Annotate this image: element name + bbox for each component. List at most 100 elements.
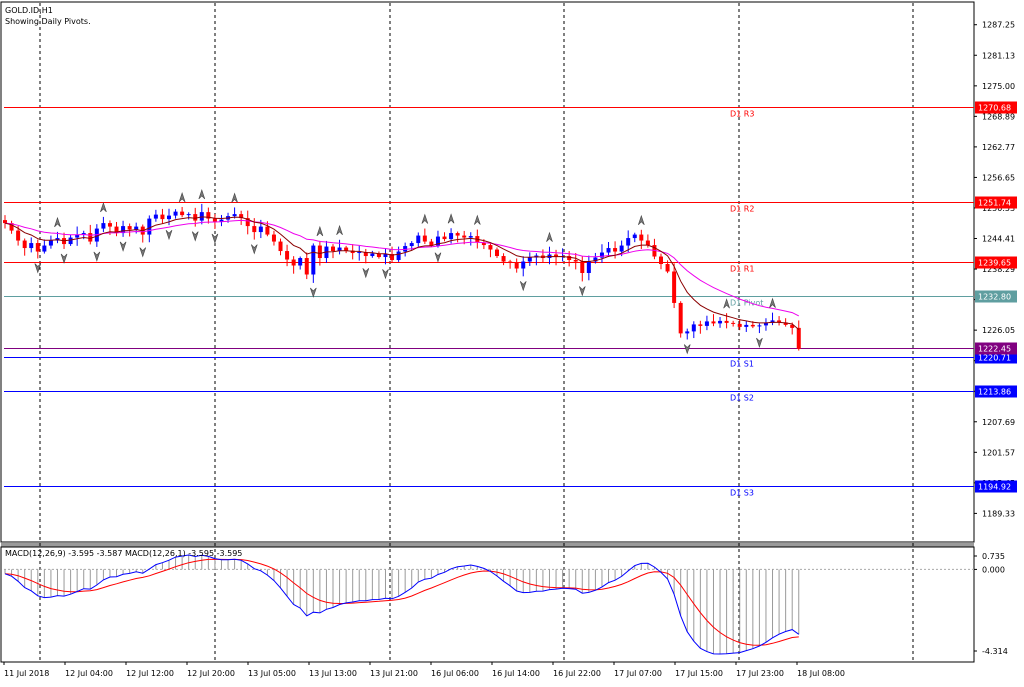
pivot-line-label: D1 R3 bbox=[730, 110, 754, 119]
candle-body bbox=[645, 240, 650, 246]
candle-body bbox=[160, 214, 165, 220]
candle-body bbox=[271, 234, 276, 242]
pivot-price-tag-label: 1232.80 bbox=[978, 293, 1011, 302]
price-tick-label: 1268.89 bbox=[982, 112, 1015, 121]
candle-body bbox=[298, 258, 303, 266]
fractal-down-marker bbox=[310, 287, 317, 298]
fractal-markers bbox=[34, 188, 776, 355]
candle-body bbox=[462, 235, 467, 238]
candle-body bbox=[435, 236, 440, 246]
pivot-price-tag-label: 1194.92 bbox=[978, 483, 1011, 492]
candle-body bbox=[219, 219, 224, 222]
fractal-down-marker bbox=[139, 247, 147, 258]
pivot-price-tag bbox=[975, 196, 1017, 209]
pivot-line-label: D1 Pivot bbox=[730, 299, 763, 308]
candle-body bbox=[757, 325, 762, 327]
candle-body bbox=[9, 223, 14, 231]
pivot-subtitle: Showing Daily Pivots. bbox=[5, 17, 91, 26]
candle-body bbox=[442, 236, 447, 240]
candle-body bbox=[514, 263, 519, 269]
macd-axis-label: 0.735 bbox=[982, 552, 1005, 561]
macd-signal-line bbox=[4, 558, 799, 646]
candle-body bbox=[586, 261, 591, 273]
time-label: 18 Jul 08:00 bbox=[797, 669, 845, 678]
candle-body bbox=[606, 248, 611, 253]
time-label: 16 Jul 14:00 bbox=[492, 669, 540, 678]
candle-body bbox=[390, 254, 395, 261]
pivot-price-tag-label: 1251.74 bbox=[978, 199, 1011, 208]
candle-body bbox=[796, 327, 801, 349]
fractal-up-marker bbox=[178, 192, 186, 203]
candle-body bbox=[691, 324, 696, 332]
candle-body bbox=[763, 322, 768, 326]
price-tick-label: 1238.29 bbox=[982, 265, 1015, 274]
candle-body bbox=[3, 220, 7, 224]
candle-body bbox=[127, 226, 132, 230]
time-label: 16 Jul 22:00 bbox=[553, 669, 601, 678]
candle-body bbox=[403, 246, 408, 252]
time-label: 13 Jul 05:00 bbox=[248, 669, 296, 678]
fractal-down-marker bbox=[191, 231, 199, 242]
candle-body bbox=[252, 226, 257, 233]
candle-body bbox=[619, 245, 624, 252]
candle-body bbox=[363, 252, 368, 257]
candle-body bbox=[672, 271, 677, 303]
fractal-down-marker bbox=[34, 263, 42, 274]
candle-body bbox=[455, 233, 460, 236]
candle-body bbox=[665, 264, 670, 272]
fractal-down-marker bbox=[382, 269, 389, 280]
pivot-price-tag-label: 1270.68 bbox=[978, 104, 1011, 113]
fractal-up-marker bbox=[54, 216, 61, 228]
fractal-down-marker bbox=[250, 244, 258, 255]
candle-body bbox=[383, 254, 388, 258]
fractal-down-marker bbox=[165, 229, 173, 241]
macd-label: MACD(12,26,9) -3.595 -3.587 MACD(12,26,1… bbox=[5, 549, 242, 558]
fractal-down-marker bbox=[60, 253, 68, 264]
candle-body bbox=[186, 214, 191, 216]
candlestick-series bbox=[3, 203, 801, 351]
price-tick-label: 1281.13 bbox=[982, 51, 1015, 60]
candle-body bbox=[501, 256, 506, 262]
fractal-down-marker bbox=[434, 252, 442, 263]
candle-body bbox=[285, 251, 290, 260]
macd-main-line bbox=[4, 554, 800, 655]
candle-body bbox=[481, 242, 486, 246]
candle-body bbox=[265, 226, 270, 235]
candle-body bbox=[68, 237, 73, 245]
macd-window-frame bbox=[0, 546, 975, 663]
pivot-price-tag bbox=[975, 385, 1017, 398]
fractal-up-marker bbox=[723, 298, 730, 309]
candle-body bbox=[718, 320, 723, 324]
candle-body bbox=[232, 214, 237, 217]
fractal-up-marker bbox=[769, 297, 776, 308]
candle-body bbox=[193, 214, 198, 221]
fractal-up-marker bbox=[336, 224, 343, 236]
pivot-line-label: D1 S2 bbox=[730, 394, 754, 403]
symbol-label: GOLD.ID,H1 bbox=[5, 6, 53, 15]
time-label: 17 Jul 07:00 bbox=[614, 669, 662, 678]
slow-moving-average-line bbox=[4, 219, 800, 317]
candle-body bbox=[29, 243, 34, 249]
price-tick-label: 1256.65 bbox=[982, 173, 1015, 182]
fractal-up-marker bbox=[231, 192, 238, 203]
time-label: 17 Jul 15:00 bbox=[675, 669, 723, 678]
candle-body bbox=[16, 230, 21, 241]
fractal-up-marker bbox=[100, 201, 107, 213]
fractal-up-marker bbox=[447, 213, 455, 224]
candle-body bbox=[593, 257, 598, 262]
time-label: 13 Jul 13:00 bbox=[309, 669, 357, 678]
candle-body bbox=[278, 241, 283, 252]
pivot-price-tag bbox=[975, 256, 1017, 269]
candle-body bbox=[75, 234, 80, 238]
candle-body bbox=[632, 234, 637, 239]
candle-body bbox=[678, 302, 683, 334]
fractal-down-marker bbox=[756, 337, 763, 349]
fractal-down-marker bbox=[683, 344, 691, 355]
price-tick-label: 1201.57 bbox=[982, 448, 1015, 457]
price-tick-label: 1207.69 bbox=[982, 418, 1015, 427]
fractal-up-marker bbox=[198, 188, 206, 200]
time-label: 12 Jul 04:00 bbox=[65, 669, 113, 678]
candle-body bbox=[724, 320, 729, 323]
